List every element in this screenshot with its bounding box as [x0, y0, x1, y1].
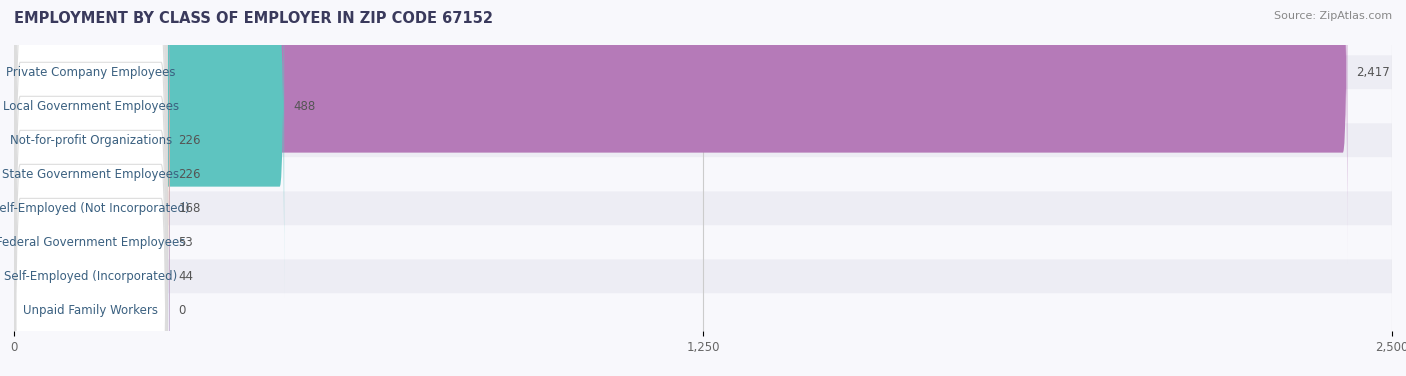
Text: Not-for-profit Organizations: Not-for-profit Organizations [10, 134, 172, 147]
FancyBboxPatch shape [13, 50, 170, 376]
Text: 488: 488 [292, 100, 315, 113]
FancyBboxPatch shape [14, 293, 1392, 327]
FancyBboxPatch shape [14, 259, 1392, 293]
Text: State Government Employees: State Government Employees [1, 168, 179, 181]
Text: 2,417: 2,417 [1357, 66, 1391, 79]
FancyBboxPatch shape [13, 85, 170, 376]
FancyBboxPatch shape [14, 0, 167, 376]
Text: 44: 44 [179, 270, 193, 283]
Text: 53: 53 [179, 236, 193, 249]
FancyBboxPatch shape [14, 0, 167, 334]
Text: Private Company Employees: Private Company Employees [6, 66, 176, 79]
Text: Unpaid Family Workers: Unpaid Family Workers [22, 304, 157, 317]
Text: 226: 226 [179, 168, 201, 181]
FancyBboxPatch shape [13, 17, 170, 376]
FancyBboxPatch shape [14, 14, 167, 376]
FancyBboxPatch shape [13, 0, 170, 332]
FancyBboxPatch shape [13, 0, 284, 298]
Text: Local Government Employees: Local Government Employees [3, 100, 179, 113]
Text: Federal Government Employees: Federal Government Employees [0, 236, 186, 249]
Text: EMPLOYMENT BY CLASS OF EMPLOYER IN ZIP CODE 67152: EMPLOYMENT BY CLASS OF EMPLOYER IN ZIP C… [14, 11, 494, 26]
FancyBboxPatch shape [14, 191, 1392, 226]
Text: Source: ZipAtlas.com: Source: ZipAtlas.com [1274, 11, 1392, 21]
Text: 0: 0 [179, 304, 186, 317]
FancyBboxPatch shape [14, 123, 1392, 158]
FancyBboxPatch shape [14, 0, 167, 300]
Text: 226: 226 [179, 134, 201, 147]
FancyBboxPatch shape [14, 82, 167, 376]
FancyBboxPatch shape [14, 49, 167, 376]
Text: 168: 168 [179, 202, 201, 215]
FancyBboxPatch shape [13, 0, 170, 366]
FancyBboxPatch shape [14, 0, 167, 368]
FancyBboxPatch shape [13, 0, 1347, 264]
FancyBboxPatch shape [13, 118, 170, 376]
FancyBboxPatch shape [14, 55, 1392, 89]
FancyBboxPatch shape [14, 89, 1392, 123]
FancyBboxPatch shape [14, 226, 1392, 259]
FancyBboxPatch shape [14, 158, 1392, 191]
Text: Self-Employed (Not Incorporated): Self-Employed (Not Incorporated) [0, 202, 190, 215]
FancyBboxPatch shape [14, 0, 167, 376]
Text: Self-Employed (Incorporated): Self-Employed (Incorporated) [4, 270, 177, 283]
